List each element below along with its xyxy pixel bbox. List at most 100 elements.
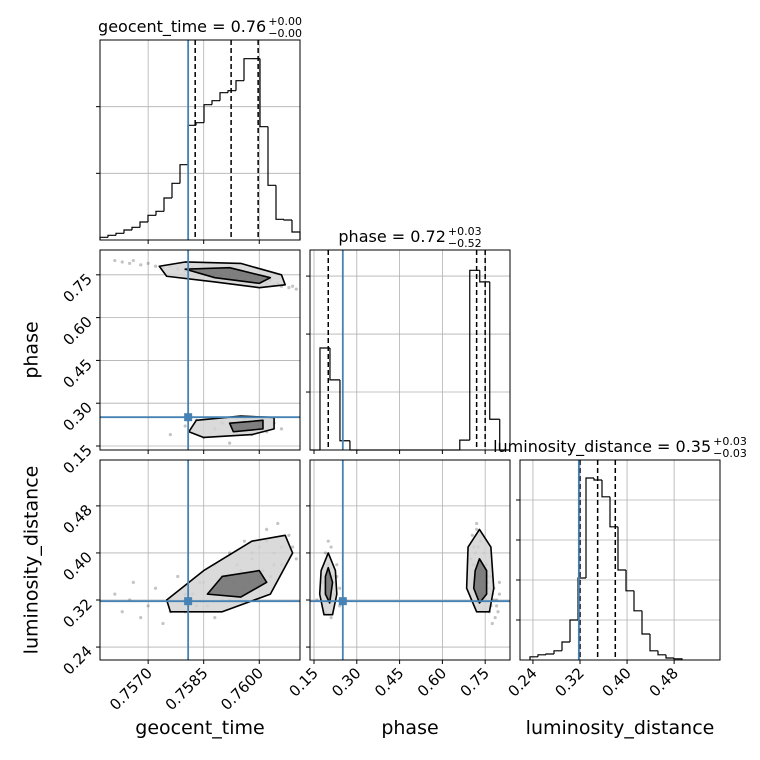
histogram-bar — [349, 440, 360, 451]
histogram-bar — [131, 226, 140, 230]
histogram-bar — [243, 58, 252, 81]
panel-frame — [309, 249, 511, 451]
sample-point — [496, 610, 500, 614]
histogram-bar — [195, 122, 204, 126]
histogram-bar — [649, 634, 658, 652]
sample-point — [146, 261, 150, 266]
x-tick-label: 0.48 — [646, 664, 682, 700]
sample-point — [176, 574, 180, 579]
histogram-bar — [283, 219, 292, 221]
panel-frame — [99, 39, 301, 241]
sample-point — [153, 264, 158, 268]
density-contour — [324, 566, 334, 604]
x-tick-label: 0.7585 — [162, 664, 212, 714]
y-axis-label: phase — [21, 321, 43, 378]
histogram-bar — [489, 281, 500, 420]
y-tick-label: 0.45 — [59, 356, 95, 392]
panel-frame — [99, 459, 301, 661]
x-axis-label: phase — [381, 717, 438, 739]
y-tick-label: 0.75 — [59, 270, 95, 306]
sample-point — [131, 580, 135, 584]
sample-point — [493, 616, 497, 620]
y-tick-label: 0.15 — [59, 441, 95, 477]
histogram-bar — [601, 480, 610, 498]
sample-point — [120, 610, 124, 614]
x-tick-label: 0.15 — [285, 664, 321, 700]
sample-point — [475, 527, 479, 532]
title-minus: −0.03 — [713, 447, 747, 460]
sample-point — [279, 427, 284, 431]
sample-point — [329, 545, 333, 549]
sample-point — [335, 563, 339, 567]
truth-marker — [338, 597, 347, 606]
histogram-bar — [219, 92, 228, 101]
density-contour — [184, 266, 272, 285]
histogram-bar — [469, 269, 480, 441]
title-plus: +0.03 — [713, 435, 747, 448]
sample-point — [326, 539, 330, 543]
x-axis-label: luminosity_distance — [526, 717, 715, 739]
truth-marker — [184, 413, 193, 422]
x-tick-label: 0.60 — [414, 664, 450, 700]
histogram-bar — [211, 100, 220, 105]
sample-point — [242, 539, 247, 543]
histogram-bar — [267, 126, 276, 186]
sample-point — [338, 586, 342, 590]
y-axis-label: luminosity_distance — [21, 466, 43, 655]
panel-title: geocent_time = 0.76 — [98, 17, 266, 37]
panel-title: phase = 0.72 — [338, 227, 445, 246]
histogram-bar — [155, 210, 164, 216]
sample-point — [139, 263, 143, 267]
sample-point — [113, 592, 117, 596]
sample-point — [470, 533, 474, 537]
histogram-bar — [147, 214, 156, 222]
sample-point — [497, 580, 502, 584]
sample-point — [287, 533, 291, 537]
histogram-bar — [339, 379, 350, 442]
sample-point — [213, 616, 217, 620]
y-tick-label: 0.32 — [59, 595, 95, 631]
x-tick-label: 0.24 — [504, 664, 540, 700]
panel-frame — [309, 459, 511, 661]
histogram-bar — [163, 197, 172, 212]
title-minus: −0.52 — [448, 237, 482, 250]
density-contour — [228, 419, 264, 433]
sample-point — [494, 604, 499, 608]
histogram-bar — [569, 619, 578, 642]
histogram-bar — [107, 234, 116, 238]
density-contour — [206, 569, 268, 598]
histogram-bar — [115, 232, 124, 236]
histogram-bar — [617, 526, 626, 571]
sample-point — [290, 545, 295, 549]
x-tick-label: 0.7600 — [217, 664, 267, 714]
title-plus: +0.00 — [268, 15, 302, 28]
y-tick-label: 0.24 — [59, 642, 95, 678]
sample-point — [265, 527, 269, 532]
histogram-bar — [227, 90, 236, 93]
histogram-bar — [319, 347, 330, 450]
sample-point — [113, 258, 117, 263]
histogram-bar — [673, 658, 683, 660]
histogram-bar — [633, 590, 642, 612]
x-tick-label: 0.40 — [599, 664, 635, 700]
histogram-bar — [203, 104, 212, 123]
panel-frame — [99, 249, 301, 451]
histogram-bar — [545, 653, 554, 655]
title-text: luminosity_distance = 0.35 — [493, 437, 711, 457]
x-tick-label: 0.7570 — [106, 664, 156, 714]
sample-point — [131, 258, 135, 263]
histogram-bar — [609, 496, 618, 528]
x-tick-label: 0.75 — [457, 664, 493, 700]
histogram-bar — [665, 654, 674, 659]
sample-point — [323, 551, 328, 555]
histogram-bar — [179, 164, 188, 184]
title-text: geocent_time = 0.76 — [98, 17, 266, 37]
sample-point — [490, 621, 494, 626]
histogram-bar — [641, 610, 650, 635]
y-tick-label: 0.48 — [59, 501, 95, 537]
x-tick-label: 0.30 — [328, 664, 364, 700]
y-tick-label: 0.30 — [59, 398, 95, 434]
sample-point — [287, 286, 291, 290]
histogram-bar — [171, 182, 180, 198]
